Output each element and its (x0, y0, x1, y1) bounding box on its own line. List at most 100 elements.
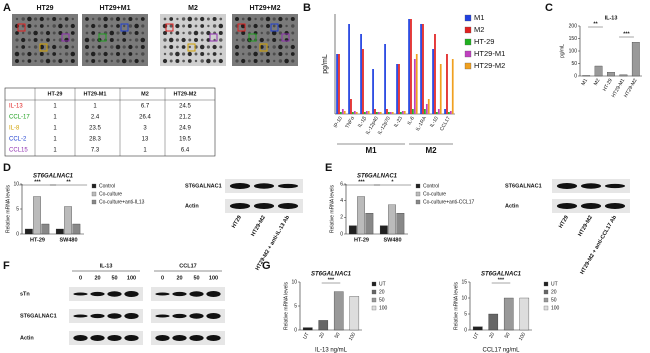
group-label: M2 (425, 146, 437, 155)
blot-lane-label: 100 (127, 275, 136, 281)
array-spot (64, 17, 69, 21)
array-spot (163, 52, 167, 56)
bar (355, 112, 358, 114)
bar (408, 19, 410, 114)
table-frame (4, 87, 216, 157)
y-tick-label: 5 (294, 303, 297, 309)
array-spot (206, 58, 211, 64)
array-spot (58, 31, 63, 35)
array-spot (182, 31, 185, 35)
table-header: M2 (141, 91, 149, 97)
array-spot (175, 38, 179, 42)
array-spot (175, 51, 180, 57)
array-spot (163, 45, 167, 49)
array-spot (219, 17, 223, 21)
array-highlight (209, 33, 218, 42)
array-spot (253, 23, 258, 29)
x-tick-label: M1 (580, 77, 589, 86)
array-spot (46, 52, 50, 56)
array-highlight (248, 33, 257, 42)
legend-label: HT-29 (474, 37, 494, 46)
table-cell: 7.3 (91, 148, 100, 154)
array-spot (28, 45, 31, 49)
array-spot (103, 24, 108, 28)
array-spot (219, 45, 223, 49)
array-spot (15, 31, 19, 35)
bar (343, 111, 346, 114)
bar (302, 327, 313, 331)
bar (410, 19, 412, 114)
chart-title: ST6GALNAC1 (311, 272, 352, 278)
array-spot (134, 58, 139, 64)
array-spot (291, 24, 295, 28)
array-spot (103, 51, 108, 57)
x-tick-label: SW480 (59, 237, 77, 243)
array-highlight (61, 33, 70, 42)
table-row-label: IL-13 (9, 104, 23, 110)
array-spot (169, 24, 173, 28)
array-spot (21, 52, 25, 56)
bar (372, 69, 374, 114)
table-cell: 28.3 (89, 137, 101, 143)
array-spot (187, 16, 193, 22)
array-spot (181, 17, 186, 21)
blot-band (556, 183, 578, 189)
array-spot (193, 30, 199, 36)
array-spot (218, 31, 223, 35)
significance: *** (358, 179, 365, 185)
legend-swatch (415, 183, 421, 189)
array-spot (40, 31, 44, 35)
array-spot (218, 23, 224, 29)
bar (340, 112, 342, 114)
array-spot (259, 45, 264, 49)
legend-swatch (543, 305, 549, 311)
bar (398, 64, 400, 114)
y-axis-label: Relative mRNA levels (5, 184, 11, 233)
blot-band (90, 335, 105, 341)
bar (33, 196, 41, 235)
array-spot (272, 24, 276, 28)
array-spot (39, 44, 45, 50)
bar (448, 112, 450, 114)
array-spot (134, 38, 139, 42)
array-spot (241, 31, 246, 35)
array-spot (169, 59, 173, 63)
array-spot (116, 38, 120, 42)
x-tick-label: 50 (334, 331, 342, 339)
blot-strip (151, 309, 225, 323)
blot-band (206, 335, 221, 341)
bar (449, 111, 452, 114)
legend-swatch (543, 289, 549, 295)
blot-row-label: ST6GALNAC1 (20, 313, 57, 319)
x-tick-label: SW480 (383, 237, 401, 243)
array-spot (194, 59, 198, 63)
bar (420, 24, 422, 114)
bar (365, 111, 368, 114)
array-spot (242, 52, 245, 56)
blot-band (172, 313, 187, 319)
blot-group-label: IL-13 (100, 263, 113, 269)
array-spot (39, 24, 44, 28)
array-spot (253, 59, 258, 63)
array-spot (59, 17, 62, 21)
array-spot (97, 17, 102, 21)
array-spot (181, 45, 186, 49)
blot-band (73, 335, 88, 341)
array-spot (200, 24, 205, 28)
array-label: HT29+M2 (250, 5, 281, 12)
blot-band (172, 291, 187, 297)
table-cell: 13 (142, 137, 149, 143)
array-spot (34, 24, 37, 28)
array-spot (182, 52, 186, 56)
panel-letter: C (545, 2, 553, 14)
legend-swatch (464, 62, 472, 70)
bar (582, 75, 591, 77)
array-spot (278, 44, 283, 50)
array-highlight (165, 23, 174, 32)
array-spot (206, 17, 210, 21)
bar (349, 296, 360, 331)
y-tick-label: 0 (340, 231, 343, 237)
array-spot (169, 52, 173, 56)
bar (391, 112, 394, 114)
blot-row-label: Actin (20, 335, 34, 341)
